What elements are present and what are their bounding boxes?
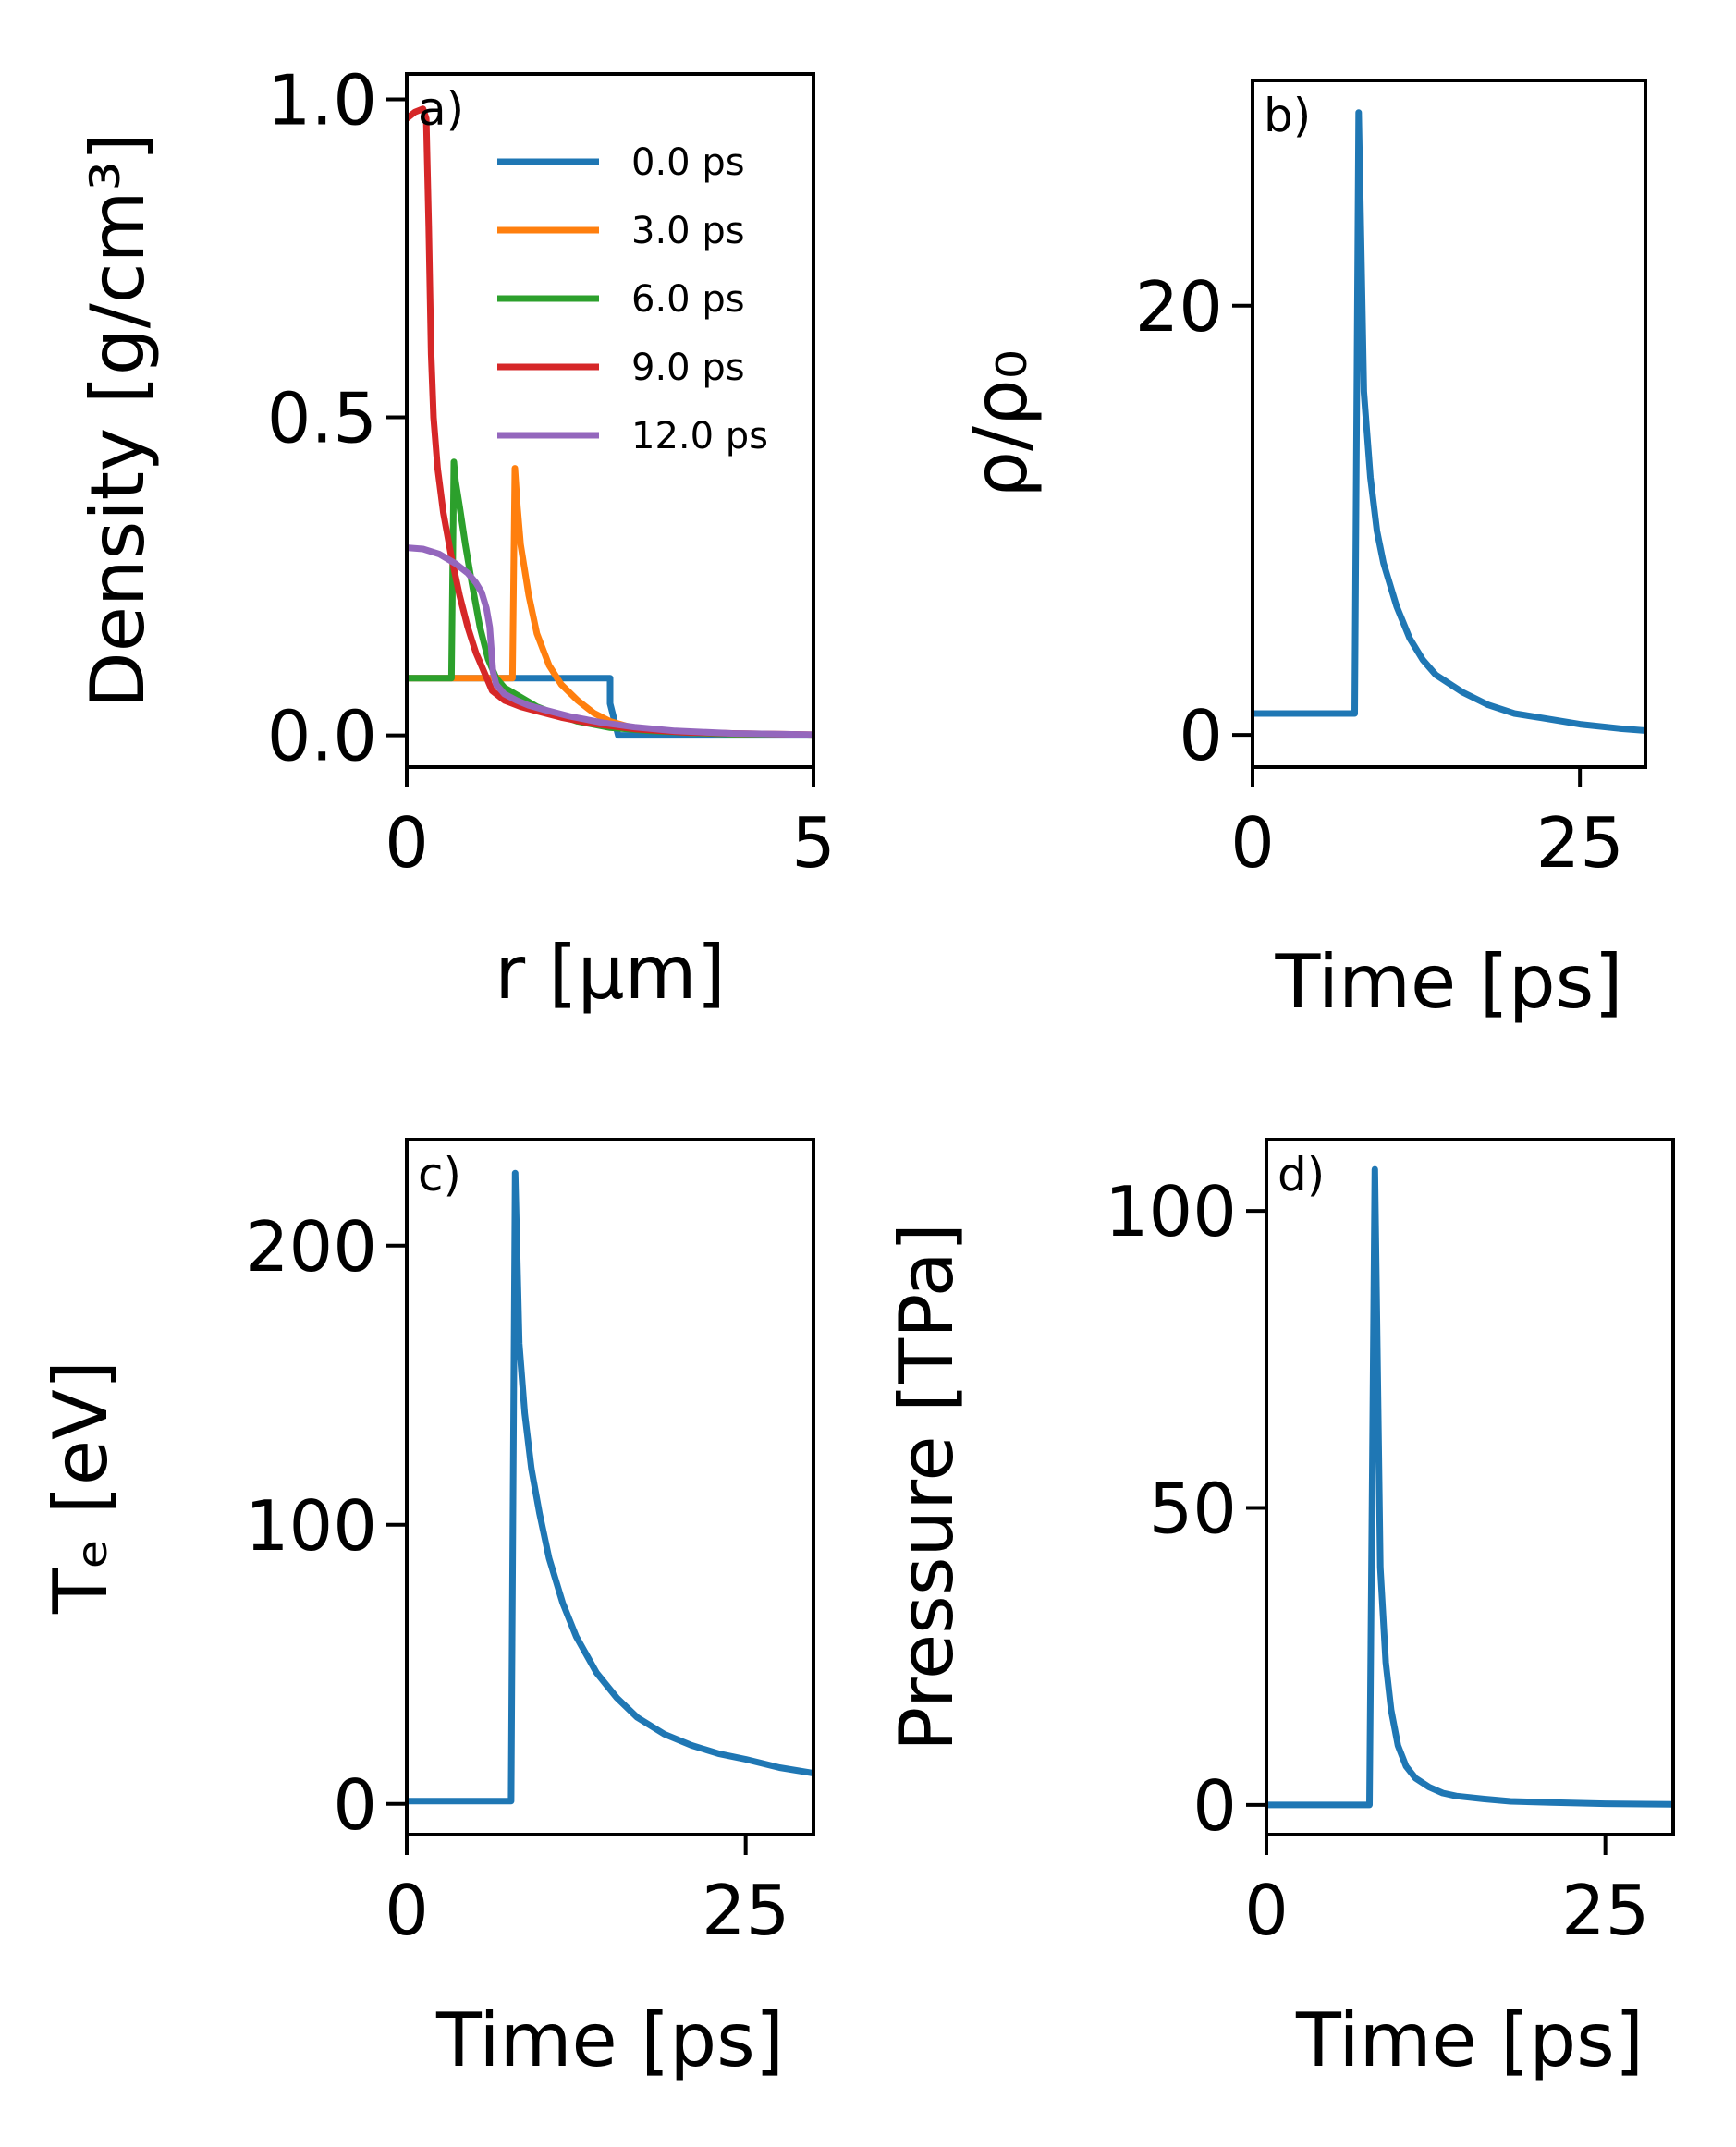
y-tick-label: 50 xyxy=(1149,1468,1237,1549)
x-tick-label: 0 xyxy=(1244,1870,1289,1951)
y-tick-label: 0.0 xyxy=(267,696,377,777)
legend-entry: 9.0 ps xyxy=(631,347,745,389)
panel-label: d) xyxy=(1278,1148,1325,1202)
x-axis-label: Time [ps] xyxy=(1274,939,1622,1025)
x-axis-label: r [μm] xyxy=(495,930,726,1016)
panel-label: a) xyxy=(418,82,464,136)
axes-frame xyxy=(1251,79,1647,769)
y-tick-label: 0 xyxy=(333,1764,377,1846)
x-tick-label: 0 xyxy=(385,1870,429,1951)
axes-frame xyxy=(405,72,815,769)
axes-frame xyxy=(405,1138,815,1836)
x-axis-label: Time [ps] xyxy=(1295,1997,1644,2083)
y-axis-label: Tₑ [eV] xyxy=(38,1360,124,1615)
x-tick-label: 0 xyxy=(1230,802,1275,884)
x-tick-label: 25 xyxy=(1561,1870,1649,1951)
y-tick-label: 100 xyxy=(245,1485,377,1567)
x-tick-label: 25 xyxy=(1535,802,1623,884)
x-tick-label: 25 xyxy=(702,1870,789,1951)
y-axis-label: ρ/ρ₀ xyxy=(958,349,1044,498)
y-tick-label: 0 xyxy=(1192,1765,1237,1847)
series-line-0 xyxy=(1253,109,1645,734)
legend: 0.0 ps 3.0 ps 6.0 ps 9.0 ps 12.0 ps xyxy=(497,141,768,457)
legend-entry: 12.0 ps xyxy=(631,415,768,457)
legend-entry: 0.0 ps xyxy=(631,141,745,184)
legend-entry: 3.0 ps xyxy=(631,210,745,252)
y-tick-label: 0 xyxy=(1179,695,1223,776)
panel-b: 0 25 0 20 Time [ps] ρ/ρ₀ b) xyxy=(958,79,1647,1025)
panel-label: b) xyxy=(1264,89,1311,142)
y-axis-label: Density [g/cm³] xyxy=(75,132,161,709)
panel-c: 0 25 0 100 200 Time [ps] Tₑ [eV] c) xyxy=(38,1138,815,2083)
panel-a: 0 5 0.0 0.5 1.0 r [μm] Density [g/cm³] a) 0.0 ps… xyxy=(75,60,836,1016)
y-tick-label: 20 xyxy=(1135,266,1223,348)
axes-frame xyxy=(1265,1138,1675,1836)
y-tick-label: 200 xyxy=(245,1206,377,1287)
series-line-0 xyxy=(407,1169,813,1805)
y-tick-label: 100 xyxy=(1105,1171,1237,1252)
panel-d: 0 25 0 50 100 Time [ps] Pressure [TPa] d) xyxy=(884,1138,1675,2083)
y-tick-label: 0.5 xyxy=(267,378,377,459)
x-tick-label: 5 xyxy=(791,802,836,884)
x-axis-label: Time [ps] xyxy=(435,1997,784,2083)
legend-entry: 6.0 ps xyxy=(631,278,745,321)
y-tick-label: 1.0 xyxy=(267,60,377,141)
x-tick-label: 0 xyxy=(385,802,429,884)
series-line-12-0-ps xyxy=(407,544,813,738)
y-axis-label: Pressure [TPa] xyxy=(884,1223,970,1751)
panel-label: c) xyxy=(418,1148,461,1202)
series-line-0 xyxy=(1266,1165,1673,1809)
